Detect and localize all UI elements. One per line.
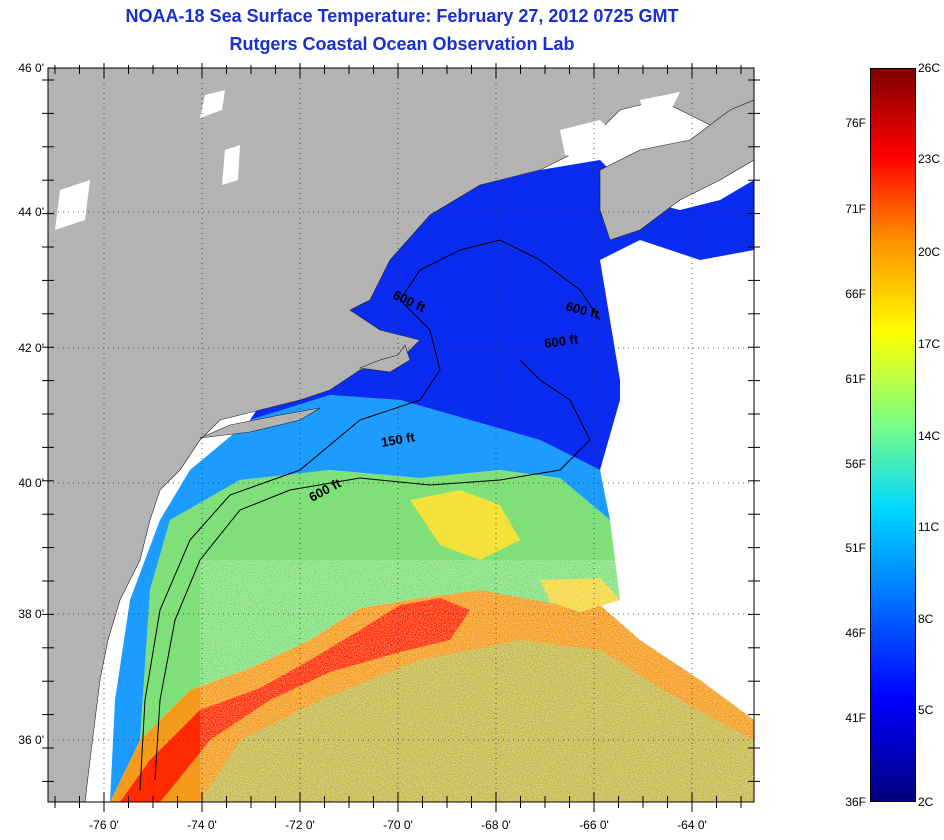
sst-gulf-of-maine [250, 160, 754, 470]
map-frame [47, 67, 755, 803]
lon-label: -76 0' [89, 818, 119, 832]
colorbar-celsius-label: 20C [918, 245, 941, 259]
lake-1 [200, 90, 225, 118]
lake-2 [560, 120, 620, 160]
colorbar-celsius-label: 5C [918, 703, 934, 717]
colorbar-fahrenheit-label: 51F [845, 541, 866, 555]
colorbar-celsius-label: 14C [918, 429, 941, 443]
cloud-speckle [200, 560, 754, 802]
colorbar-celsius-label: 23C [918, 152, 941, 166]
colorbar-celsius-label: 11C [918, 520, 940, 534]
sst-yellow-band [410, 490, 520, 560]
colorbar-fahrenheit-label: 71F [845, 202, 866, 216]
colorbar-celsius-label: 2C [918, 795, 934, 809]
colorbar-celsius-label: 26C [918, 61, 941, 75]
cloud-cover-east [600, 240, 754, 560]
map-title: NOAA-18 Sea Surface Temperature: Februar… [125, 6, 679, 26]
lon-label: -74 0' [187, 818, 217, 832]
contour-label-4: 150 ft [380, 429, 417, 450]
colorbar-fahrenheit-label: 76F [845, 116, 866, 130]
lat-label: 42 0' [18, 341, 44, 355]
colorbar-fahrenheit-label: 36F [845, 795, 866, 809]
lon-label: -70 0' [383, 818, 413, 832]
colorbar-fahrenheit-label: 41F [845, 711, 866, 725]
lake-3 [640, 92, 680, 118]
contour-label-3: 600 ft [543, 331, 579, 351]
map-subtitle: Rutgers Coastal Ocean Observation Lab [229, 34, 575, 54]
lat-label: 46 0' [18, 61, 44, 75]
colorbar-fahrenheit-label: 61F [845, 372, 866, 386]
temperature-colorbar [870, 68, 916, 802]
land-long-island [199, 407, 321, 439]
land-nova-scotia [599, 99, 754, 241]
lat-label: 40 0' [18, 476, 44, 490]
contour-150ft [154, 359, 591, 781]
lake-4 [55, 180, 90, 230]
colorbar-fahrenheit-label: 46F [845, 626, 866, 640]
colorbar-celsius-label: 17C [918, 337, 941, 351]
lat-label: 36 0' [18, 733, 44, 747]
lon-label: -66 0' [579, 818, 609, 832]
lat-label: 38 0' [18, 607, 44, 621]
lake-5 [222, 145, 240, 185]
lon-label: -68 0' [481, 818, 511, 832]
colorbar-celsius-label: 8C [918, 612, 934, 626]
contour-600ft [139, 239, 601, 791]
colorbar-fahrenheit-label: 66F [845, 287, 866, 301]
axis-ticks [42, 63, 760, 812]
colorbar-fahrenheit-label: 56F [845, 457, 866, 471]
lat-label: 44 0' [18, 205, 44, 219]
lon-label: -72 0' [285, 818, 315, 832]
land-cape-cod [358, 344, 411, 373]
lon-label: -64 0' [677, 818, 707, 832]
